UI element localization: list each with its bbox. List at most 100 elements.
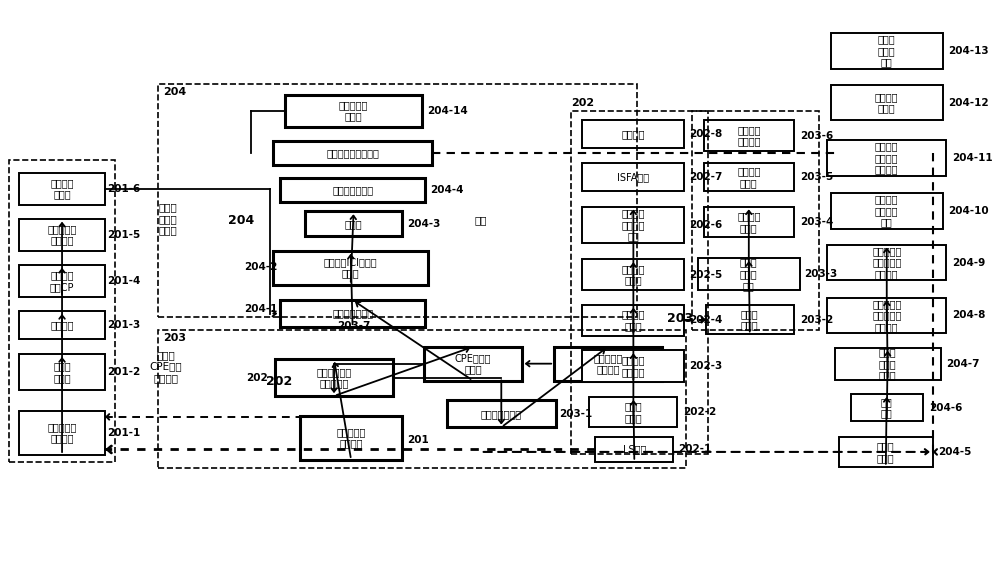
- Text: 203-5: 203-5: [800, 172, 833, 182]
- Text: CPE相位噪
声补偿: CPE相位噪 声补偿: [455, 353, 491, 375]
- Text: 203-1: 203-1: [559, 409, 592, 419]
- Text: 204-14: 204-14: [427, 106, 468, 116]
- Text: 204: 204: [228, 213, 255, 227]
- Bar: [424, 347, 522, 380]
- Text: 204-13: 204-13: [948, 46, 989, 56]
- Bar: [285, 94, 422, 126]
- Text: 204-11: 204-11: [952, 153, 993, 163]
- Text: 状态和
协方差
预测: 状态和 协方差 预测: [740, 257, 758, 291]
- Text: 计算卡尔
曼增益: 计算卡尔 曼增益: [875, 92, 898, 113]
- Text: 采样点集
的量测预
测值: 采样点集 的量测预 测值: [875, 194, 898, 228]
- Text: 201-3: 201-3: [107, 320, 140, 330]
- Bar: [582, 260, 684, 290]
- Text: 快速傅里叶变换: 快速傅里叶变换: [332, 308, 373, 319]
- Text: 串并转换: 串并转换: [50, 320, 74, 330]
- Bar: [589, 397, 677, 427]
- Text: 202-5: 202-5: [689, 270, 722, 280]
- Bar: [851, 394, 923, 421]
- Text: 202-4: 202-4: [689, 315, 723, 325]
- Bar: [595, 437, 673, 462]
- Text: 202-6: 202-6: [689, 220, 722, 230]
- Bar: [19, 219, 105, 251]
- Bar: [827, 245, 946, 280]
- Text: 204-9: 204-9: [952, 257, 986, 268]
- Bar: [9, 160, 115, 462]
- Bar: [447, 400, 556, 427]
- Bar: [704, 121, 794, 151]
- Text: 计算量测
估计值: 计算量测 估计值: [737, 166, 761, 188]
- Bar: [692, 111, 819, 329]
- Bar: [305, 212, 402, 236]
- Text: 确定初
始条件: 确定初 始条件: [741, 309, 759, 331]
- Bar: [831, 33, 943, 69]
- Bar: [273, 251, 428, 285]
- Bar: [582, 305, 684, 336]
- Text: 时域无迹卡尔曼滤波: 时域无迹卡尔曼滤波: [326, 148, 379, 158]
- Bar: [835, 348, 941, 380]
- Text: 201-5: 201-5: [107, 230, 140, 240]
- Text: 设置导频子载波: 设置导频子载波: [481, 409, 522, 419]
- Text: 201: 201: [407, 435, 429, 445]
- Text: 202: 202: [571, 98, 594, 108]
- Text: 204-5: 204-5: [939, 447, 972, 457]
- Text: 204: 204: [163, 86, 186, 97]
- Bar: [280, 300, 425, 327]
- Text: 204-3: 204-3: [407, 219, 441, 229]
- Text: 203-4: 203-4: [800, 217, 833, 227]
- Text: 迭代: 迭代: [475, 215, 487, 225]
- Bar: [300, 416, 402, 460]
- Text: 203-6: 203-6: [800, 131, 833, 141]
- Text: 204-7: 204-7: [946, 359, 980, 369]
- Bar: [19, 173, 105, 205]
- Text: 预先的
CPE相位
噪声补偿: 预先的 CPE相位 噪声补偿: [149, 350, 182, 383]
- Bar: [827, 297, 946, 333]
- Bar: [582, 121, 684, 148]
- Text: 204-1: 204-1: [244, 304, 277, 313]
- Bar: [839, 437, 933, 467]
- Text: 确定初
始条件: 确定初 始条件: [877, 441, 895, 463]
- Text: ISFA估计: ISFA估计: [617, 172, 649, 182]
- Text: 光纤色
散补偿: 光纤色 散补偿: [53, 361, 71, 383]
- Bar: [273, 141, 432, 165]
- Text: 201-6: 201-6: [107, 184, 140, 194]
- Text: 系统方
程输出
采样点: 系统方 程输出 采样点: [879, 347, 897, 380]
- Text: 203: 203: [163, 332, 186, 343]
- Text: 状态和协
方差更新: 状态和协 方差更新: [737, 125, 761, 146]
- Bar: [706, 305, 794, 335]
- Text: 204-4: 204-4: [430, 185, 463, 195]
- Bar: [275, 359, 393, 396]
- Text: 204-2: 204-2: [244, 263, 277, 272]
- Text: 202-7: 202-7: [689, 172, 723, 182]
- Text: 预判决: 预判决: [345, 219, 362, 229]
- Text: 计算卡尔
曼增益: 计算卡尔 曼增益: [622, 309, 645, 331]
- Text: 频域扩展卡
尔曼滤波: 频域扩展卡 尔曼滤波: [593, 353, 623, 375]
- Text: 信道均衡: 信道均衡: [622, 129, 645, 139]
- Text: 更新状态
及协方差
矩阵: 更新状态 及协方差 矩阵: [622, 208, 645, 241]
- Text: 202-8: 202-8: [689, 129, 722, 139]
- Text: 最终相位噪
声补偿: 最终相位噪 声补偿: [339, 100, 368, 121]
- Bar: [704, 206, 794, 237]
- Text: 202-2: 202-2: [683, 407, 717, 417]
- Bar: [19, 354, 105, 390]
- Text: 202: 202: [246, 372, 268, 383]
- Bar: [158, 84, 637, 317]
- Text: 无迹
变换: 无迹 变换: [881, 397, 893, 419]
- Bar: [571, 111, 708, 454]
- Text: 确定初
始条件: 确定初 始条件: [625, 401, 642, 423]
- Text: 状态和
协方差
更新: 状态和 协方差 更新: [878, 34, 896, 67]
- Text: 预测值无迹
变换产生新
的采样点: 预测值无迹 变换产生新 的采样点: [872, 246, 901, 279]
- Bar: [582, 164, 684, 190]
- Text: 状态和协
方差预测: 状态和协 方差预测: [622, 356, 645, 378]
- Text: 201-2: 201-2: [107, 367, 140, 377]
- Bar: [19, 411, 105, 455]
- Text: 最终的
相位噪
声补偿: 最终的 相位噪 声补偿: [158, 202, 177, 236]
- Text: 粗略的盲ICI相位噪
声补偿: 粗略的盲ICI相位噪 声补偿: [324, 257, 377, 279]
- Text: 204-12: 204-12: [948, 98, 989, 108]
- Bar: [582, 351, 684, 383]
- Bar: [827, 140, 946, 176]
- Bar: [698, 258, 800, 290]
- Text: 频域卡尔曼滤
波信道均衡: 频域卡尔曼滤 波信道均衡: [316, 367, 352, 388]
- Text: 201-4: 201-4: [107, 276, 140, 286]
- Text: 频率偏移估
计和补偿: 频率偏移估 计和补偿: [47, 224, 77, 245]
- Text: 快速傅里叶变换: 快速傅里叶变换: [332, 185, 373, 195]
